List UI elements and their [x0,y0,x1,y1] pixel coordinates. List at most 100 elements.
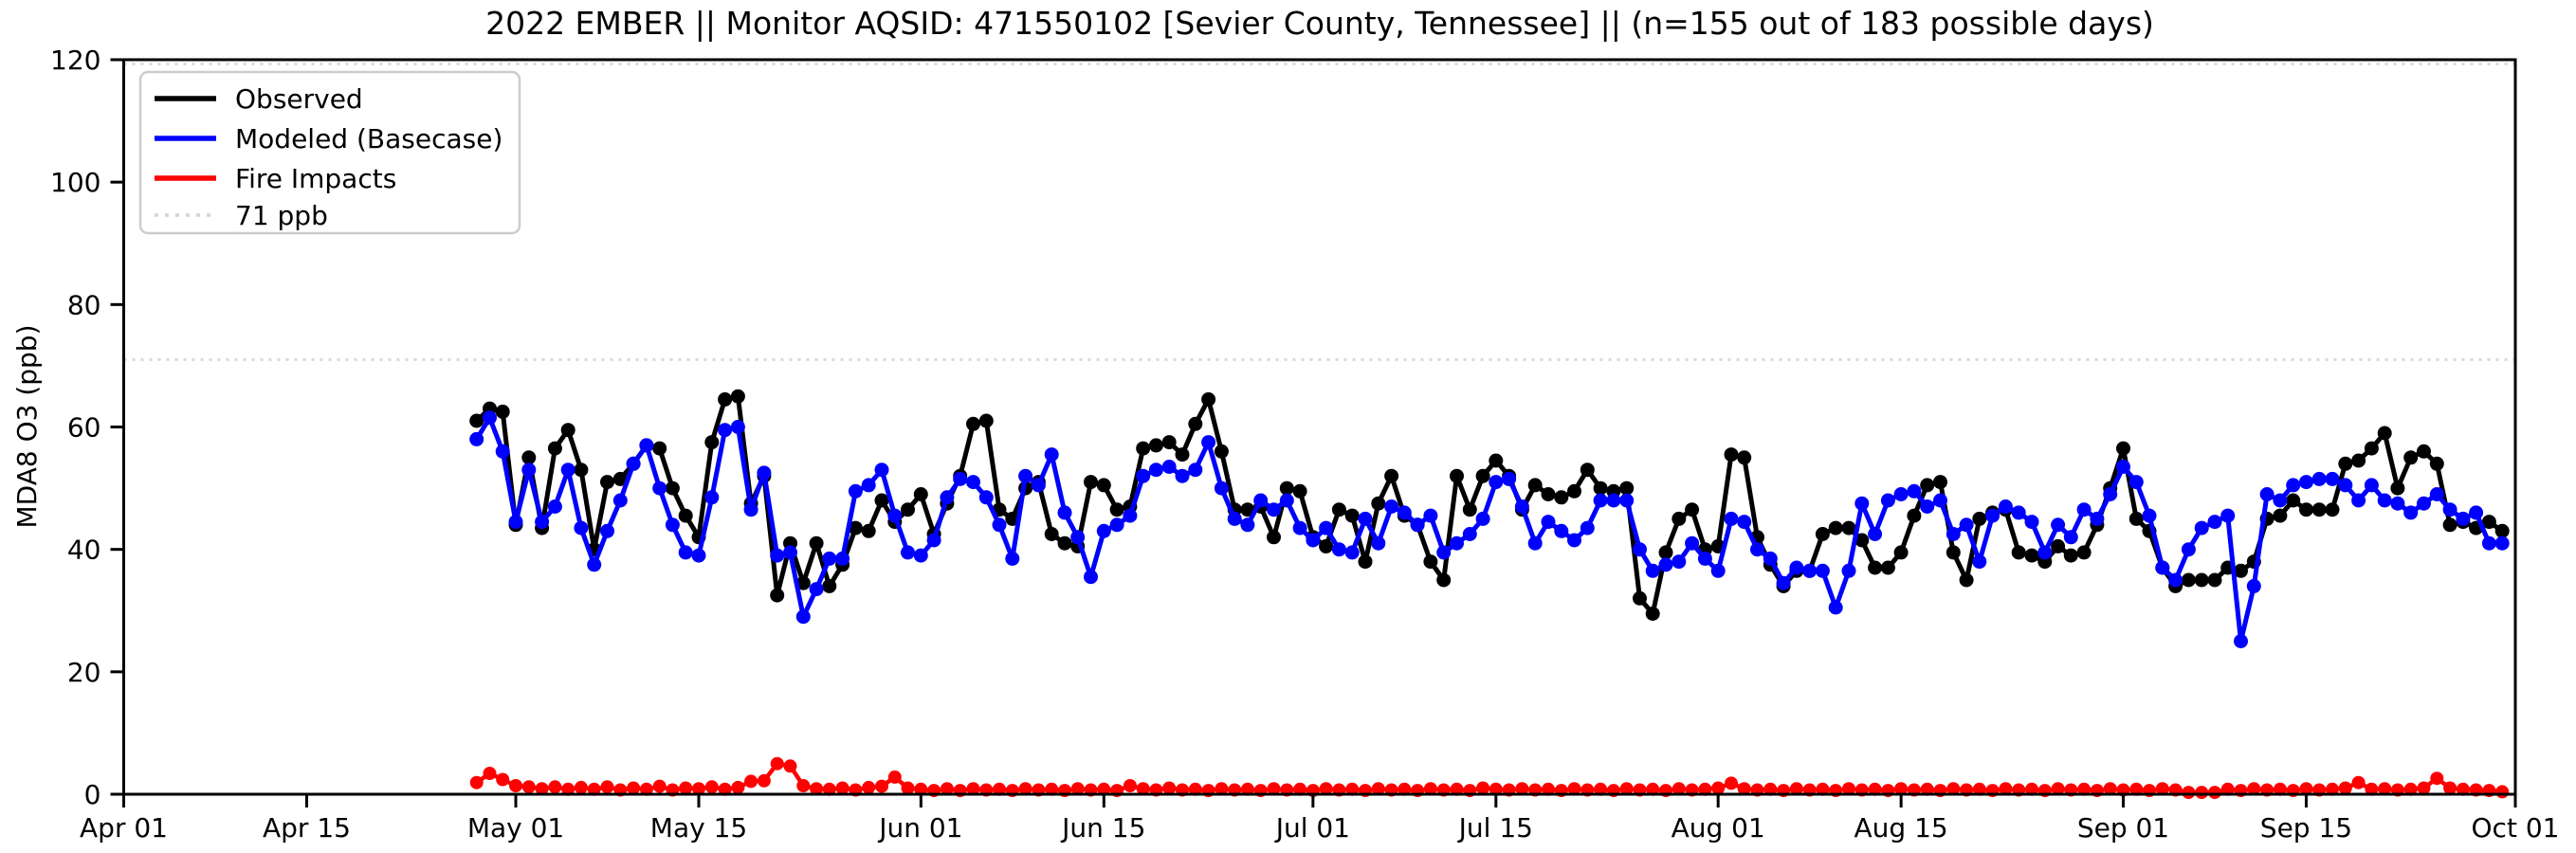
marker-observed [1593,481,1608,496]
marker-fire-impacts [731,780,745,794]
marker-modeled-basecase- [1567,533,1581,548]
y-tick-label: 40 [67,535,101,566]
marker-observed [2181,572,2196,588]
marker-modeled-basecase- [1593,493,1608,508]
marker-observed [1619,481,1635,496]
x-tick-label: Apr 15 [263,812,351,844]
marker-fire-impacts [2220,782,2235,796]
marker-observed [1214,444,1229,459]
marker-observed [2481,515,2496,530]
x-axis-ticks: Apr 01 Apr 15 May 01 May 15 Jun 01 Jun 15 Jul … [80,794,2559,844]
marker-observed [1868,560,1883,575]
marker-observed [1267,530,1281,545]
marker-observed [1841,520,1856,535]
marker-modeled-basecase- [1450,535,1464,551]
marker-modeled-basecase- [718,423,733,438]
marker-observed [652,441,667,456]
x-tick-label: Sep 01 [2077,812,2169,844]
marker-observed [1815,527,1830,541]
marker-fire-impacts [1123,779,1137,792]
legend-box [138,70,521,235]
marker-fire-impacts [535,782,549,796]
marker-modeled-basecase- [626,456,641,471]
marker-modeled-basecase- [2103,487,2118,501]
marker-modeled-basecase- [1031,478,1046,493]
marker-observed [848,520,863,535]
marker-modeled-basecase- [926,533,941,548]
marker-observed [1580,463,1595,478]
marker-observed [2377,426,2392,441]
marker-modeled-basecase- [1109,517,1124,533]
marker-modeled-basecase- [2481,535,2496,551]
marker-observed [901,502,915,517]
marker-fire-impacts [1789,782,1803,796]
marker-modeled-basecase- [2234,634,2248,648]
y-tick-label: 80 [67,289,101,320]
marker-fire-impacts [1018,782,1032,796]
marker-fire-impacts [1594,782,1608,796]
marker-observed [2011,545,2026,560]
marker-modeled-basecase- [1018,468,1033,483]
marker-modeled-basecase- [678,545,693,560]
marker-modeled-basecase- [1423,508,1438,523]
y-tick-label: 0 [84,779,101,810]
legend-rows: Observed Modeled (Basecase) Fire Impacts 71… [155,83,502,231]
marker-observed [795,575,811,590]
marker-observed [822,578,837,593]
marker-observed [2442,517,2457,533]
x-tick-label: Aug 01 [1672,812,1765,844]
marker-modeled-basecase- [1972,554,1987,570]
marker-fire-impacts [1842,782,1855,796]
marker-fire-impacts [1515,782,1529,796]
marker-modeled-basecase- [2469,505,2484,520]
x-tick-label: Aug 15 [1854,812,1948,844]
marker-observed [612,471,628,486]
marker-fire-impacts [1725,776,1738,790]
marker-fire-impacts [2378,782,2392,796]
marker-modeled-basecase- [1161,460,1177,474]
marker-fire-impacts [2129,782,2144,796]
marker-modeled-basecase- [574,520,589,535]
marker-fire-impacts [1045,782,1059,796]
legend-label-71-ppb: 71 ppb [235,200,328,231]
marker-modeled-basecase- [2456,511,2471,526]
marker-modeled-basecase- [1240,517,1255,533]
marker-observed [600,475,614,490]
marker-observed [861,523,876,538]
marker-observed [704,435,720,450]
marker-fire-impacts [2195,786,2209,800]
marker-modeled-basecase- [2377,493,2392,508]
marker-observed [1436,572,1452,588]
marker-modeled-basecase- [2207,515,2222,530]
marker-modeled-basecase- [587,557,602,572]
marker-modeled-basecase- [966,475,980,490]
marker-fire-impacts [2365,782,2379,796]
marker-observed [2494,523,2510,538]
marker-observed [1331,502,1346,517]
marker-observed [1645,607,1660,621]
marker-modeled-basecase- [1672,554,1687,570]
marker-observed [2351,453,2366,468]
marker-modeled-basecase- [743,502,758,517]
marker-modeled-basecase- [1907,483,1922,499]
marker-observed [1175,447,1190,463]
marker-modeled-basecase- [2325,471,2340,486]
x-tick-label: Jul 01 [1274,812,1350,844]
marker-modeled-basecase- [1044,447,1059,463]
marker-modeled-basecase- [1214,481,1229,496]
marker-modeled-basecase- [1306,533,1321,548]
marker-modeled-basecase- [547,499,562,514]
marker-fire-impacts [704,780,719,794]
marker-fire-impacts [600,780,614,794]
marker-modeled-basecase- [2116,460,2130,474]
marker-modeled-basecase- [2442,502,2457,517]
marker-fire-impacts [1972,782,1986,796]
marker-modeled-basecase- [1554,523,1569,538]
marker-observed [1527,478,1543,493]
marker-modeled-basecase- [1527,535,1543,551]
marker-modeled-basecase- [978,490,994,505]
marker-modeled-basecase- [521,463,537,478]
marker-observed [1201,391,1216,407]
marker-modeled-basecase- [2194,520,2209,535]
